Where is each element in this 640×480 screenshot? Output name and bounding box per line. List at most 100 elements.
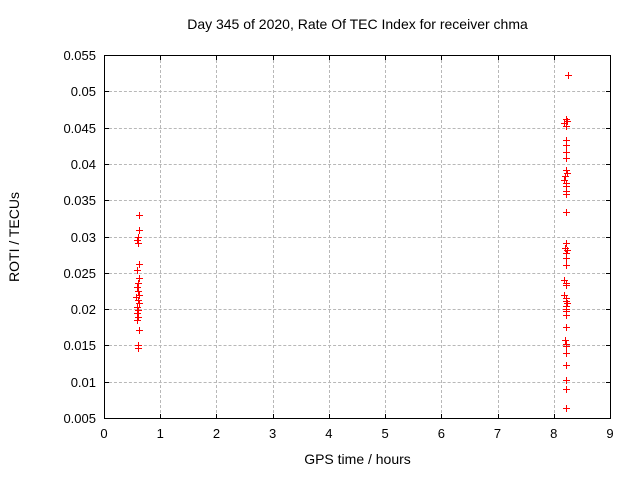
data-point: [562, 182, 570, 190]
x-tick-label: 2: [212, 426, 221, 441]
x-tick-label: 3: [269, 426, 277, 441]
data-point: [562, 250, 570, 258]
data-point: [562, 337, 570, 345]
data-point: [134, 283, 142, 291]
y-tick-label: 0.03: [70, 229, 96, 245]
y-tick-mirror: [606, 272, 610, 274]
y-tick: [105, 272, 109, 274]
y-gridline: [104, 272, 610, 274]
x-tick: [160, 414, 162, 418]
data-point: [135, 287, 143, 295]
y-tick-mirror: [606, 127, 610, 129]
y-tick-label: 0.015: [63, 338, 96, 354]
data-point: [563, 404, 571, 412]
data-point: [563, 323, 571, 331]
data-point: [134, 316, 142, 324]
x-tick: [553, 414, 555, 418]
y-tick-label: 0.05: [70, 84, 96, 100]
data-point: [562, 343, 570, 351]
x-tick: [272, 414, 274, 418]
data-point: [135, 226, 143, 234]
data-point: [562, 282, 570, 290]
y-tick-mirror: [606, 381, 610, 383]
y-tick: [105, 309, 109, 311]
data-point: [135, 274, 143, 282]
x-tick-label: 5: [381, 426, 389, 441]
data-point: [563, 123, 571, 131]
y-tick-mirror: [606, 163, 610, 165]
y-tick: [105, 381, 109, 383]
data-point: [135, 300, 143, 308]
plot-area: [104, 55, 611, 419]
y-tick-label: 0.04: [70, 156, 96, 172]
y-tick-mirror: [606, 236, 610, 238]
data-point: [135, 279, 143, 287]
data-point: [563, 362, 571, 369]
data-point: [563, 208, 571, 216]
data-point: [563, 377, 571, 385]
y-tick: [105, 91, 109, 93]
data-point: [135, 233, 143, 241]
x-tick-label: 4: [325, 426, 333, 441]
data-point: [135, 344, 143, 352]
data-point: [563, 350, 571, 358]
x-tick-mirror: [272, 56, 274, 60]
x-tick-mirror: [497, 56, 499, 60]
x-axis-label: GPS time / hours: [304, 451, 411, 467]
x-tick: [385, 414, 387, 418]
y-gridline: [104, 236, 610, 238]
data-point: [562, 308, 570, 316]
x-tick-mirror: [385, 56, 387, 60]
data-point: [563, 187, 571, 195]
data-point: [563, 191, 571, 199]
y-tick-label: 0.005: [63, 411, 96, 426]
y-tick-mirror: [606, 309, 610, 311]
data-point: [135, 240, 143, 248]
x-tick-mirror: [216, 56, 218, 60]
y-tick: [105, 127, 109, 129]
data-point: [562, 172, 570, 180]
y-gridline: [104, 309, 610, 311]
data-point: [563, 136, 571, 144]
y-tick-label: 0.025: [63, 265, 96, 281]
y-tick-label: 0.035: [63, 193, 96, 209]
y-gridline: [104, 381, 610, 383]
data-point: [563, 255, 571, 263]
y-tick-label: 0.02: [70, 302, 96, 318]
y-gridline: [104, 345, 610, 347]
x-tick-mirror: [553, 56, 555, 60]
chart-title: Day 345 of 2020, Rate Of TEC Index for r…: [187, 16, 528, 32]
y-tick: [105, 345, 109, 347]
x-tick-label: 6: [437, 426, 445, 441]
data-point: [563, 261, 571, 269]
x-tick: [497, 414, 499, 418]
data-point: [134, 266, 142, 274]
data-point: [135, 211, 143, 219]
x-tick-label: 0: [100, 426, 108, 441]
x-tick: [216, 414, 218, 418]
data-point: [563, 240, 571, 248]
data-point: [563, 385, 571, 393]
y-gridline: [104, 127, 610, 129]
y-tick: [105, 163, 109, 165]
data-point: [135, 327, 143, 335]
y-tick: [105, 200, 109, 202]
y-tick-mirror: [606, 91, 610, 93]
y-tick-mirror: [606, 345, 610, 347]
x-tick-label: 1: [156, 426, 164, 441]
x-tick: [441, 414, 443, 418]
x-tick-label: 7: [493, 426, 502, 441]
x-tick-label: 8: [550, 426, 558, 441]
y-gridline: [104, 200, 610, 202]
data-point: [563, 142, 571, 150]
y-tick-label: 0.055: [63, 48, 96, 63]
y-gridline: [104, 163, 610, 165]
data-point: [135, 261, 143, 269]
x-tick-mirror: [160, 56, 162, 60]
data-point: [563, 155, 571, 163]
y-tick: [105, 236, 109, 238]
data-point: [564, 71, 572, 79]
y-tick-label: 0.045: [63, 120, 96, 136]
x-tick-mirror: [328, 56, 330, 60]
